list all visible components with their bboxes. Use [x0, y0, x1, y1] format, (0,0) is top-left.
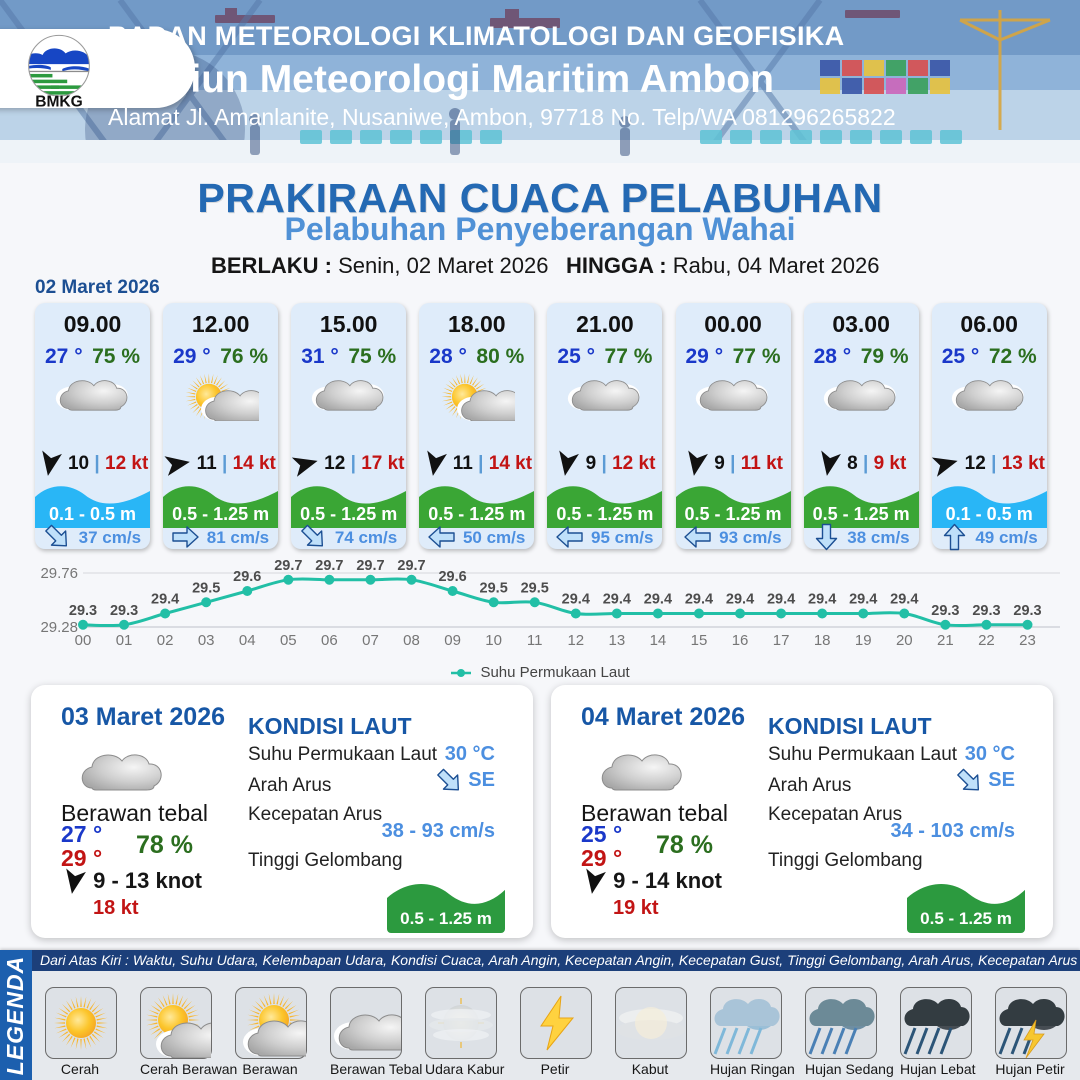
svg-text:08: 08 — [403, 632, 420, 649]
svg-text:29.6: 29.6 — [438, 569, 466, 585]
svg-text:29.76: 29.76 — [40, 565, 78, 582]
svg-text:29.3: 29.3 — [69, 603, 97, 619]
svg-text:29.4: 29.4 — [151, 592, 179, 608]
svg-text:29.3: 29.3 — [931, 603, 959, 619]
svg-text:05: 05 — [280, 632, 297, 649]
svg-text:29.4: 29.4 — [808, 592, 836, 608]
svg-text:29.4: 29.4 — [767, 592, 795, 608]
svg-text:BMKG: BMKG — [35, 94, 83, 110]
svg-text:14: 14 — [650, 632, 667, 649]
svg-text:29.5: 29.5 — [192, 580, 220, 596]
svg-text:29.3: 29.3 — [110, 603, 138, 619]
svg-text:29.5: 29.5 — [521, 580, 549, 596]
svg-text:17: 17 — [773, 632, 790, 649]
svg-text:29.4: 29.4 — [890, 592, 918, 608]
svg-text:29.7: 29.7 — [274, 558, 302, 574]
svg-text:29.3: 29.3 — [1013, 603, 1041, 619]
svg-text:29.4: 29.4 — [603, 592, 631, 608]
svg-text:02: 02 — [157, 632, 174, 649]
svg-text:29.4: 29.4 — [644, 592, 672, 608]
svg-text:11: 11 — [527, 632, 543, 649]
svg-text:29.7: 29.7 — [397, 558, 425, 574]
svg-text:29.6: 29.6 — [233, 569, 261, 585]
svg-text:19: 19 — [855, 632, 872, 649]
svg-text:01: 01 — [116, 632, 133, 649]
svg-text:29.5: 29.5 — [480, 580, 508, 596]
svg-text:29.4: 29.4 — [562, 592, 590, 608]
svg-text:13: 13 — [609, 632, 626, 649]
svg-text:07: 07 — [362, 632, 379, 649]
svg-text:29.7: 29.7 — [356, 558, 384, 574]
svg-text:00: 00 — [75, 632, 92, 649]
svg-text:21: 21 — [937, 632, 954, 649]
svg-text:09: 09 — [444, 632, 461, 649]
svg-text:18: 18 — [814, 632, 831, 649]
svg-text:29.28: 29.28 — [40, 619, 78, 636]
svg-text:16: 16 — [732, 632, 749, 649]
svg-text:22: 22 — [978, 632, 995, 649]
svg-text:29.4: 29.4 — [726, 592, 754, 608]
svg-text:29.3: 29.3 — [972, 603, 1000, 619]
svg-text:20: 20 — [896, 632, 913, 649]
svg-text:03: 03 — [198, 632, 215, 649]
svg-text:10: 10 — [485, 632, 502, 649]
svg-text:29.4: 29.4 — [685, 592, 713, 608]
svg-text:12: 12 — [567, 632, 584, 649]
svg-text:23: 23 — [1019, 632, 1036, 649]
svg-text:29.7: 29.7 — [315, 558, 343, 574]
svg-text:06: 06 — [321, 632, 338, 649]
svg-text:29.4: 29.4 — [849, 592, 877, 608]
svg-text:04: 04 — [239, 632, 256, 649]
svg-text:15: 15 — [691, 632, 708, 649]
